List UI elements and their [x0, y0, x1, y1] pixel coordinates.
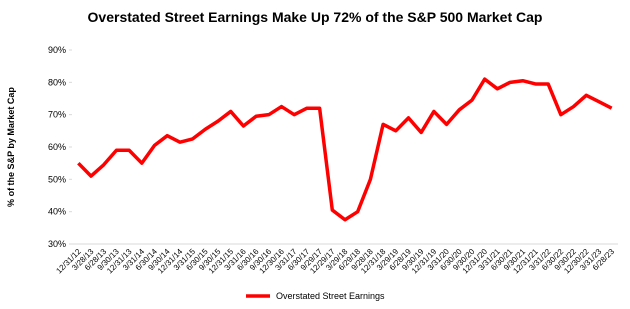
y-tick-label: 30%	[48, 239, 66, 249]
y-tick-label: 90%	[48, 45, 66, 55]
y-tick-label: 80%	[48, 77, 66, 87]
legend-label: Overstated Street Earnings	[276, 291, 385, 301]
chart-title: Overstated Street Earnings Make Up 72% o…	[88, 9, 543, 25]
y-tick-label: 40%	[48, 207, 66, 217]
y-tick-label: 50%	[48, 174, 66, 184]
y-tick-label: 70%	[48, 110, 66, 120]
y-axis-label: % of the S&P by Market Cap	[6, 87, 16, 207]
data-line	[77, 77, 613, 222]
y-tick-label: 60%	[48, 142, 66, 152]
